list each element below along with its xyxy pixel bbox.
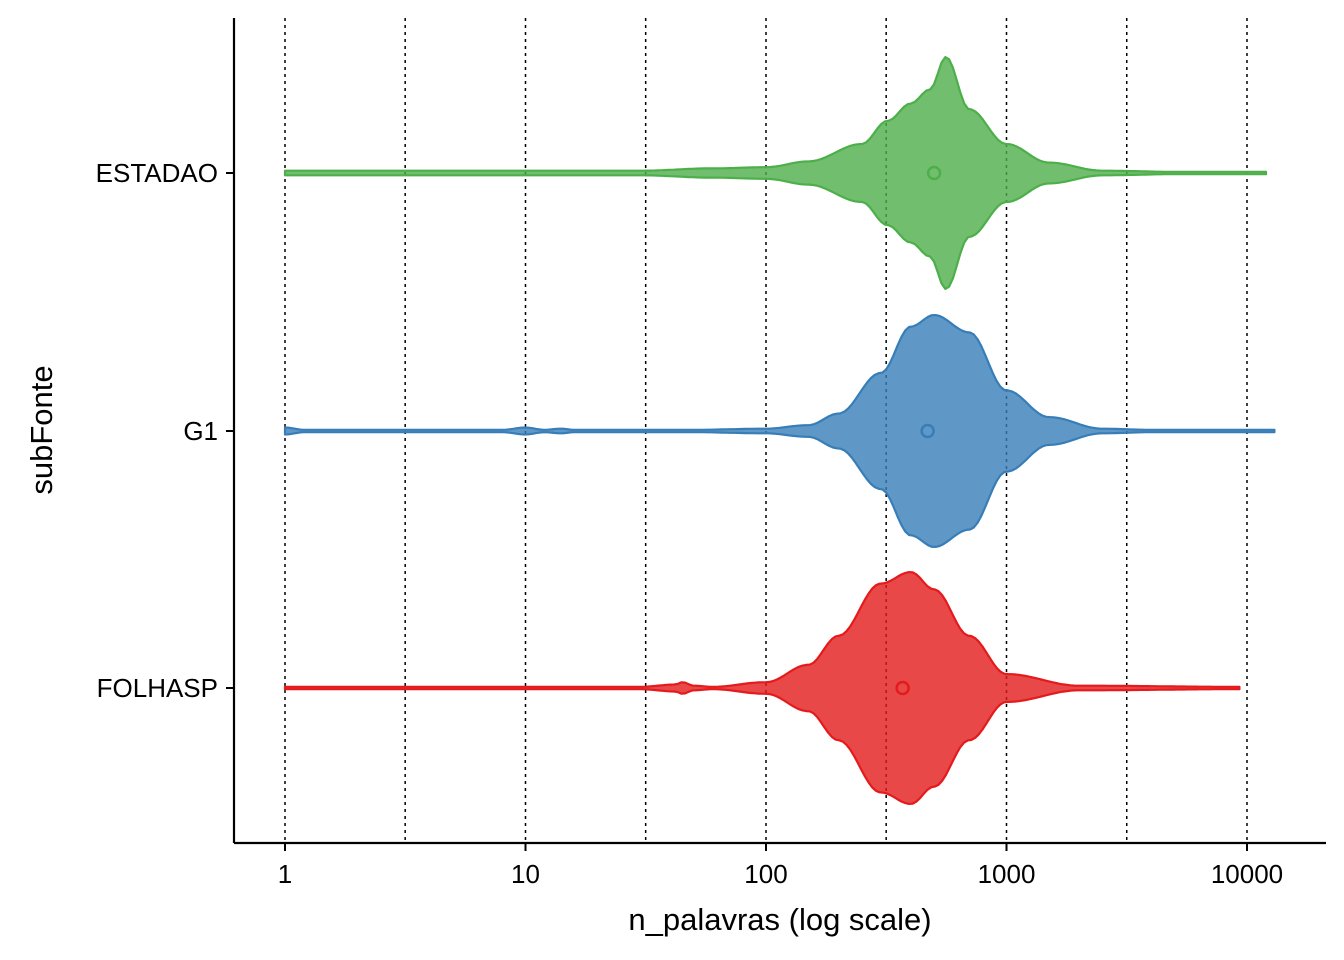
y-tick-label: ESTADAO bbox=[96, 158, 218, 188]
x-tick-label: 10000 bbox=[1211, 859, 1283, 889]
x-tick-label: 10 bbox=[511, 859, 540, 889]
violin-g1 bbox=[283, 314, 1276, 548]
y-axis-title: subFonte bbox=[24, 365, 59, 494]
violin-folhasp bbox=[283, 571, 1241, 805]
x-ticks: 1 10 100 1000 10000 bbox=[278, 843, 1283, 889]
x-tick-label: 1000 bbox=[978, 859, 1036, 889]
x-axis-title: n_palavras (log scale) bbox=[628, 902, 931, 937]
x-tick-label: 100 bbox=[744, 859, 787, 889]
y-ticks: ESTADAO G1 FOLHASP bbox=[96, 158, 234, 703]
y-tick-label: FOLHASP bbox=[97, 673, 218, 703]
center-point-folhasp bbox=[895, 680, 910, 696]
violins bbox=[283, 56, 1276, 805]
center-point-estadao bbox=[926, 165, 942, 181]
y-tick-label: G1 bbox=[183, 416, 218, 446]
center-point-g1 bbox=[920, 423, 935, 439]
x-tick-label: 1 bbox=[278, 859, 292, 889]
violin-estadao bbox=[283, 56, 1268, 290]
